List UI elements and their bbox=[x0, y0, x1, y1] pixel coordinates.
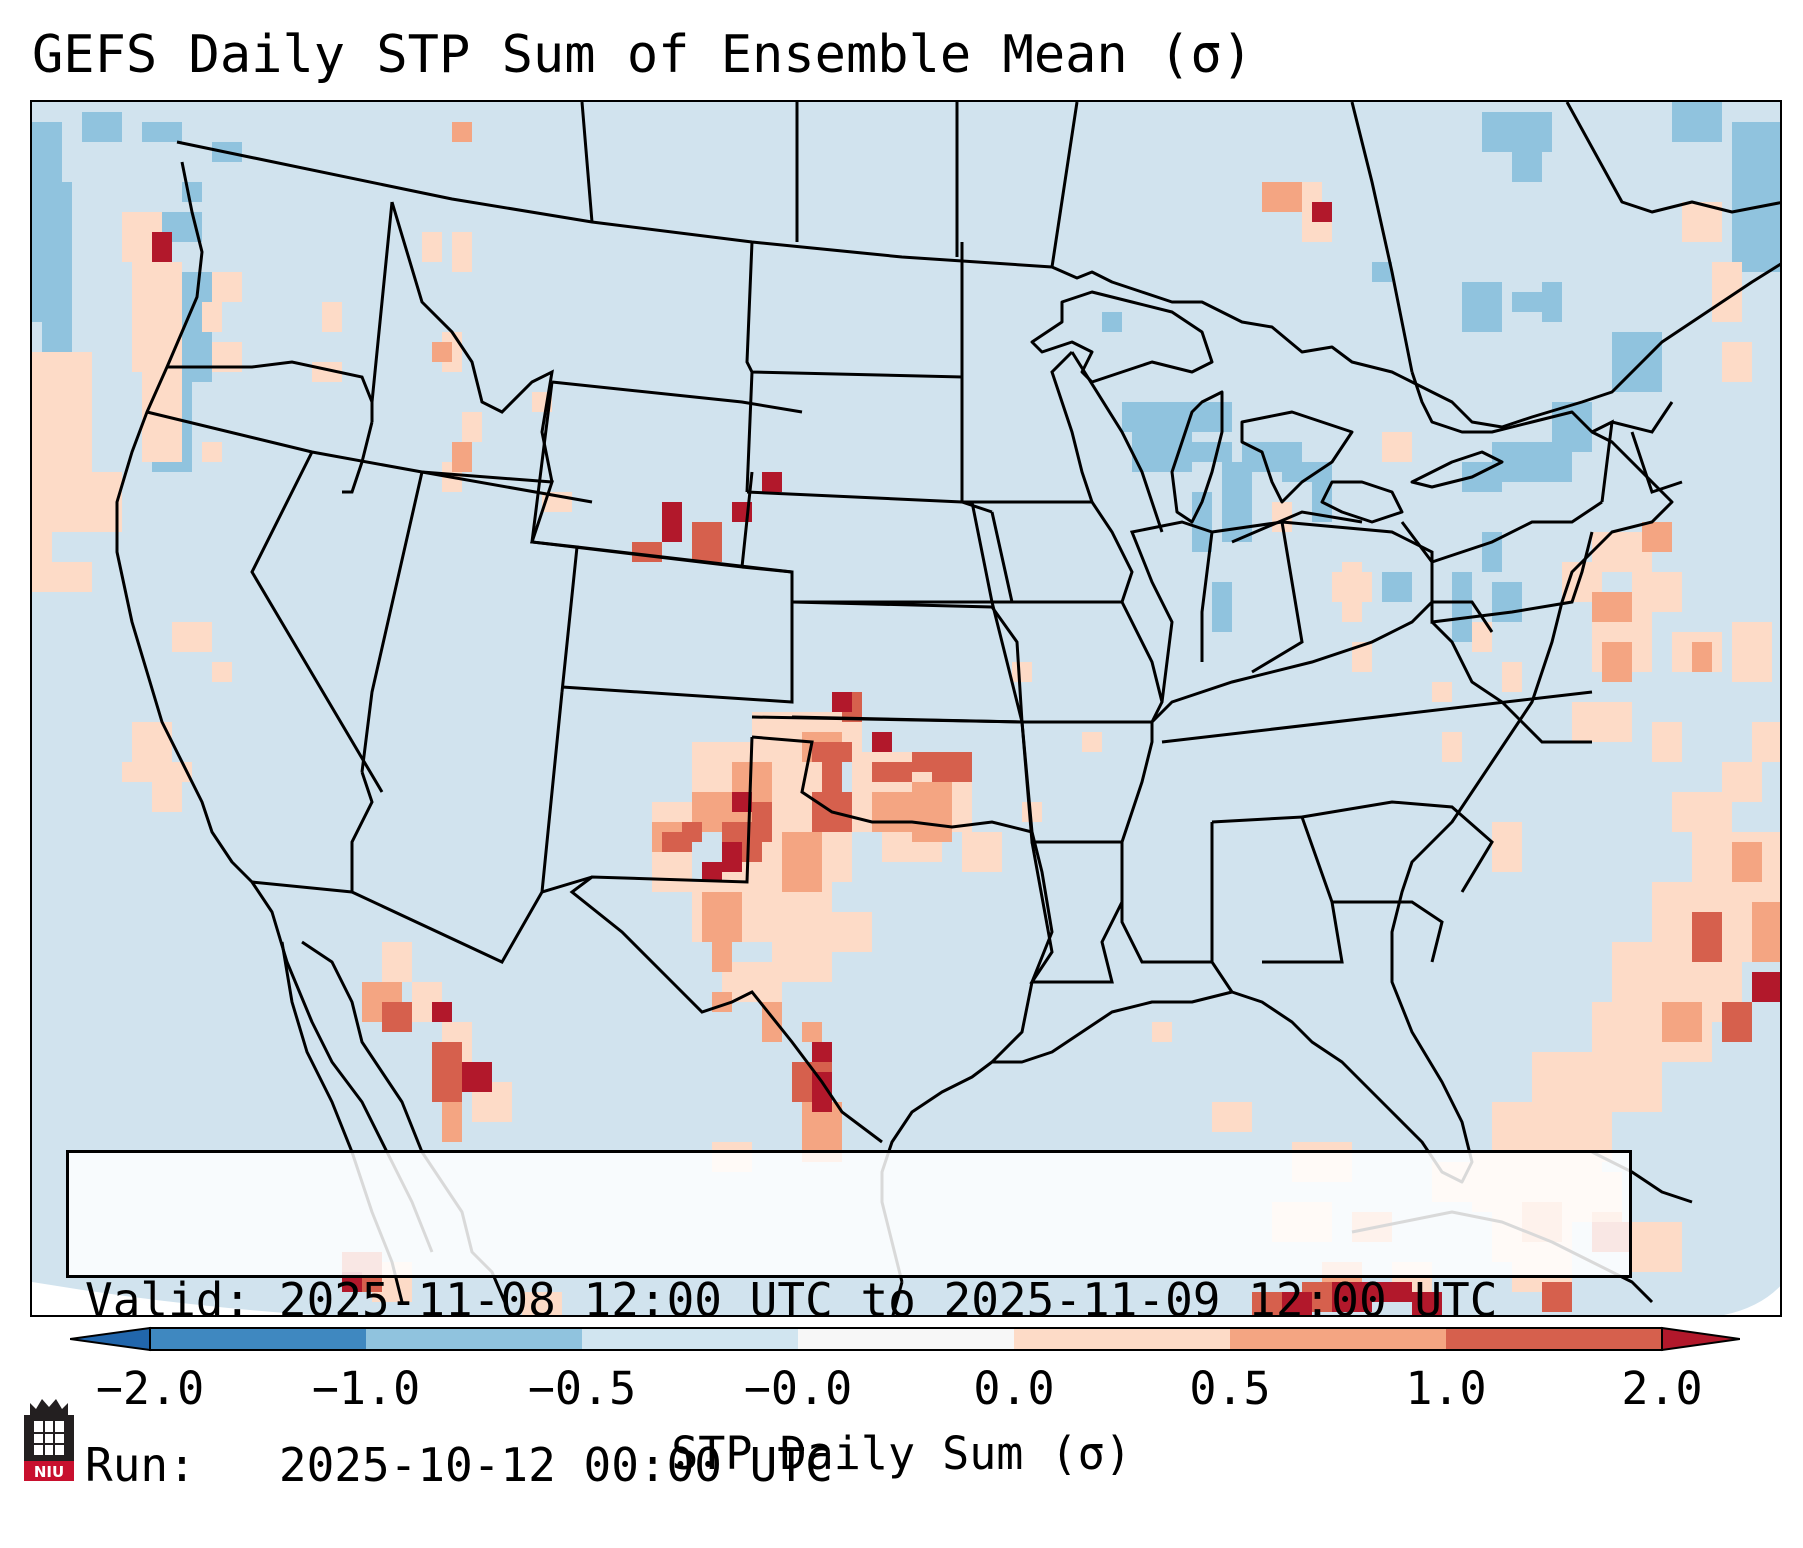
colorbar-segment bbox=[1446, 1328, 1662, 1350]
niu-logo: NIU bbox=[24, 1399, 74, 1481]
valid-line: Valid: 2025-11-08 12:00 UTC to 2025-11-0… bbox=[85, 1273, 1613, 1328]
colorbar-segment bbox=[582, 1328, 798, 1350]
map-panel bbox=[30, 100, 1782, 1317]
negative-anomaly-cells bbox=[32, 102, 1780, 642]
state-boundaries bbox=[146, 201, 1683, 1144]
valid-label: Valid: bbox=[85, 1273, 252, 1327]
valid-value: 2025-11-08 12:00 UTC to 2025-11-09 12:00… bbox=[278, 1273, 1498, 1327]
valid-run-info-box: Valid: 2025-11-08 12:00 UTC to 2025-11-0… bbox=[66, 1150, 1632, 1492]
colorbar-extend-high bbox=[1661, 1326, 1740, 1352]
map-title: GEFS Daily STP Sum of Ensemble Mean (σ) bbox=[32, 25, 1253, 85]
map-canvas bbox=[32, 102, 1780, 1315]
extreme-positive-anomaly-cells bbox=[152, 202, 1780, 1315]
colorbar-label: STP Daily Sum (σ) bbox=[671, 1427, 1132, 1480]
logo-text: NIU bbox=[34, 1463, 64, 1481]
projection-edge bbox=[32, 1282, 314, 1315]
run-value: 2025-10-12 00:00 UTC bbox=[278, 1438, 833, 1492]
colorbar-segment bbox=[1230, 1328, 1446, 1350]
colorbar-outline bbox=[149, 1327, 1663, 1351]
colorbar-segment bbox=[798, 1328, 1014, 1350]
colorbar-tick-label: −2.0 bbox=[95, 1362, 205, 1415]
colorbar-tick-label: 2.0 bbox=[1621, 1362, 1703, 1415]
colorbar-tick-label: −0.5 bbox=[527, 1362, 637, 1415]
projection-edge bbox=[1723, 1286, 1780, 1315]
run-line: Run: 2025-10-12 00:00 UTC bbox=[85, 1438, 1613, 1493]
run-label: Run: bbox=[85, 1438, 196, 1492]
colorbar-tick-label: −1.0 bbox=[311, 1362, 421, 1415]
colorbar-segment bbox=[150, 1328, 366, 1350]
colorbar-segment bbox=[366, 1328, 582, 1350]
colorbar-tick-label: 1.0 bbox=[1405, 1362, 1487, 1415]
light-positive-anomaly-cells bbox=[32, 182, 1780, 1315]
colorbar-extend-low bbox=[70, 1326, 151, 1352]
coastlines-and-borders bbox=[115, 102, 1780, 1315]
colorbar bbox=[70, 1326, 1740, 1352]
colorbar-tick-label: 0.5 bbox=[1189, 1362, 1271, 1415]
colorbar-segment bbox=[1014, 1328, 1230, 1350]
colorbar-tick-label: 0.0 bbox=[973, 1362, 1055, 1415]
colorbar-tick-label: −0.0 bbox=[743, 1362, 853, 1415]
